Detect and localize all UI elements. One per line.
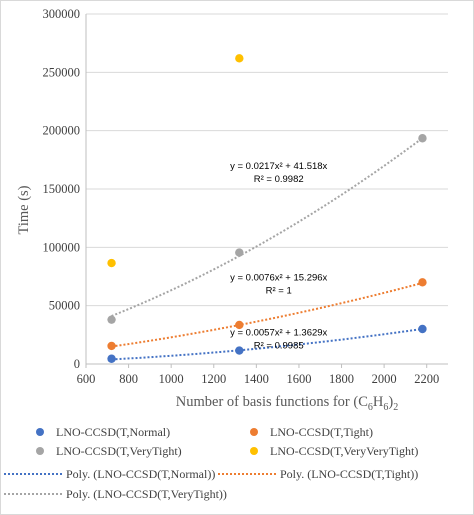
y-tick-label: 250000 xyxy=(43,65,81,79)
trendline-r2: R² = 1 xyxy=(266,285,292,296)
x-tick-label: 1200 xyxy=(201,372,226,386)
legend-label: LNO-CCSD(T,VeryTight) xyxy=(56,444,182,458)
trendline xyxy=(111,137,424,317)
y-tick-label: 50000 xyxy=(49,299,80,313)
legend: LNO-CCSD(T,Normal) LNO-CCSD(T,Tight) LNO-C… xyxy=(4,425,418,501)
point-layer xyxy=(107,54,427,363)
y-axis-title: Time (s) xyxy=(16,185,32,234)
trendline xyxy=(111,281,423,348)
data-point xyxy=(107,315,116,324)
legend-marker xyxy=(36,428,44,436)
data-point xyxy=(235,320,244,330)
legend-label: Poly. (LNO-CCSD(T,VeryTight)) xyxy=(66,487,227,501)
legend-marker xyxy=(250,428,258,436)
trendline-equation: y = 0.0057x² + 1.3629x xyxy=(230,327,327,338)
legend-marker xyxy=(250,447,258,455)
legend-marker xyxy=(36,447,44,455)
data-point xyxy=(107,258,116,268)
trendline xyxy=(111,327,423,361)
trendline-r2: R² = 0.9985 xyxy=(254,340,304,351)
data-point xyxy=(418,324,427,334)
trendline-layer xyxy=(111,137,424,361)
trendline-equation: y = 0.0076x² + 15.296x xyxy=(230,273,327,284)
trendline-equation: y = 0.0217x² + 41.518x xyxy=(230,161,327,172)
y-tick-label: 100000 xyxy=(43,240,81,254)
x-tick-label: 2000 xyxy=(372,372,397,386)
x-axis-title: Number of basis functions for (C6H6)2 xyxy=(176,394,398,413)
grid-layer xyxy=(86,13,448,307)
equation-label-layer: y = 0.0057x² + 1.3629x R² = 0.9985 y = 0.0… xyxy=(230,161,327,351)
data-point xyxy=(418,134,427,143)
y-tick-label: 300000 xyxy=(43,7,81,21)
data-point xyxy=(107,341,116,351)
legend-label: Poly. (LNO-CCSD(T,Tight)) xyxy=(280,467,418,481)
legend-label: LNO-CCSD(T,Tight) xyxy=(270,425,373,439)
data-point xyxy=(235,54,244,63)
legend-label: LNO-CCSD(T,VeryVeryTight) xyxy=(270,444,418,458)
x-tick-label: 1400 xyxy=(244,372,269,386)
x-tick-label: 1000 xyxy=(159,372,184,386)
y-tick-label: 0 xyxy=(74,357,80,371)
x-tick-label: 1800 xyxy=(329,372,354,386)
x-tick-label: 1600 xyxy=(286,372,311,386)
data-point xyxy=(418,278,427,287)
trendline-r2: R² = 0.9982 xyxy=(254,174,304,185)
y-tick-label: 200000 xyxy=(43,124,81,138)
x-tick-label: 2200 xyxy=(414,372,439,386)
legend-label: Poly. (LNO-CCSD(T,Normal)) xyxy=(66,467,215,481)
data-point xyxy=(235,248,244,257)
x-tick-label: 800 xyxy=(119,372,138,386)
axis-layer: 0 50000 100000 150000 200000 250000 300000 600 8… xyxy=(43,7,448,386)
legend-label: LNO-CCSD(T,Normal) xyxy=(56,425,170,439)
y-tick-label: 150000 xyxy=(43,182,81,196)
data-point xyxy=(235,346,244,355)
x-tick-label: 600 xyxy=(77,372,96,386)
data-point xyxy=(107,354,116,363)
